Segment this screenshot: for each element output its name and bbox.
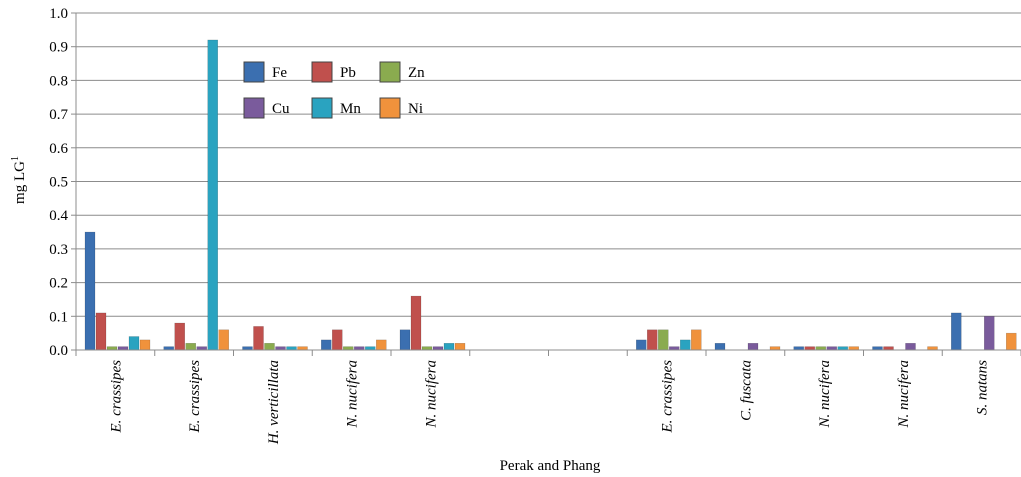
bar-cu <box>747 343 759 351</box>
bar-ni <box>1006 332 1017 351</box>
bar-zn <box>264 343 275 351</box>
y-tick-labels: 0.0 0.1 0.2 0.3 0.4 0.5 0.6 0.7 0.8 0.9 1.0 <box>49 6 76 359</box>
category-label: N. nucifera <box>817 360 833 429</box>
bar-pb <box>410 295 422 351</box>
legend-label-ni: Ni <box>408 101 423 117</box>
bar-fe <box>321 339 332 351</box>
y-tick-label: 0.2 <box>49 276 68 292</box>
bar-fe <box>84 231 96 351</box>
bar-ni <box>297 346 308 351</box>
bar-zn <box>106 346 118 351</box>
bar-ni <box>927 346 938 351</box>
bar-cu <box>669 346 680 351</box>
grid <box>76 12 1021 317</box>
y-tick-label: 0.7 <box>49 107 68 123</box>
bar-mn <box>128 336 140 351</box>
bar-fe <box>163 346 174 351</box>
bar-ni <box>376 339 387 351</box>
category-labels: E. crassipes E. crassipes H. verticillata N… <box>108 360 990 445</box>
legend-swatch-cu <box>243 97 265 119</box>
bar-zn <box>658 329 669 351</box>
category-label: E. crassipes <box>108 360 124 434</box>
y-tick-label: 1.0 <box>49 6 68 22</box>
bar-mn <box>365 346 376 351</box>
y-tick-label: 0.5 <box>49 175 68 191</box>
x-axis-title: Perak and Phang <box>500 458 601 474</box>
bar-pb <box>332 329 343 351</box>
legend-label-zn: Zn <box>408 65 425 81</box>
bar-ni <box>769 346 781 351</box>
bar-fe <box>872 346 883 351</box>
bar-fe <box>636 339 647 351</box>
bar-ni <box>454 343 466 351</box>
bar-ni <box>218 329 229 351</box>
y-tick-label: 0.4 <box>49 208 68 224</box>
bar-ni <box>139 339 151 351</box>
category-label: H. verticillata <box>266 360 282 445</box>
bar-pb <box>95 312 107 351</box>
bar-mn <box>207 39 218 351</box>
bar-pb <box>804 346 815 351</box>
bar-zn <box>185 343 196 351</box>
legend-swatch-ni <box>379 97 401 119</box>
category-label: N. nucifera <box>345 360 361 429</box>
bar-pb <box>647 329 658 351</box>
bar-mn <box>680 339 691 351</box>
legend-label-cu: Cu <box>272 101 290 117</box>
category-label: E. crassipes <box>187 360 203 434</box>
bar-fe <box>399 329 411 351</box>
legend-swatch-mn <box>311 97 333 119</box>
category-label: S. natans <box>975 360 991 415</box>
bar-mn <box>286 346 297 351</box>
bar-zn <box>421 346 433 351</box>
y-tick-label: 0.0 <box>49 343 68 359</box>
bar-zn <box>343 346 354 351</box>
legend-label-mn: Mn <box>340 101 361 117</box>
bar-ni <box>848 346 859 351</box>
bar-pb <box>253 326 264 351</box>
bar-zn <box>815 346 826 351</box>
legend-swatch-fe <box>243 61 265 83</box>
bar-mn <box>443 343 455 351</box>
category-label: C. fuscata <box>738 360 754 421</box>
category-label: N. nucifera <box>896 360 912 429</box>
bar-cu <box>826 346 837 351</box>
legend-label-pb: Pb <box>340 65 356 81</box>
bar-cu <box>117 346 129 351</box>
legend: Fe Pb Zn Cu Mn Ni <box>243 61 425 119</box>
bar-cu <box>432 346 444 351</box>
y-tick-label: 0.1 <box>49 309 68 325</box>
bars <box>84 39 1017 351</box>
bar-fe <box>951 312 962 351</box>
bar-mn <box>837 346 848 351</box>
legend-swatch-zn <box>379 61 401 83</box>
legend-label-fe: Fe <box>272 65 287 81</box>
bar-fe <box>793 346 804 351</box>
bar-pb <box>883 346 894 351</box>
bar-ni <box>691 329 702 351</box>
y-tick-label: 0.3 <box>49 242 68 258</box>
category-label: N. nucifera <box>423 360 439 429</box>
legend-swatch-pb <box>311 61 333 83</box>
bar-cu <box>905 343 916 351</box>
y-tick-label: 0.6 <box>49 141 68 157</box>
bar-cu <box>275 346 286 351</box>
bar-pb <box>174 322 185 351</box>
bar-cu <box>196 346 207 351</box>
bar-cu <box>984 316 995 351</box>
y-tick-label: 0.9 <box>49 40 68 56</box>
y-axis-title: mg LG1 <box>10 156 28 204</box>
bar-fe <box>714 343 726 351</box>
category-label: E. crassipes <box>660 360 676 434</box>
y-tick-label: 0.8 <box>49 73 68 89</box>
bar-cu <box>354 346 365 351</box>
bar-fe <box>242 346 253 351</box>
